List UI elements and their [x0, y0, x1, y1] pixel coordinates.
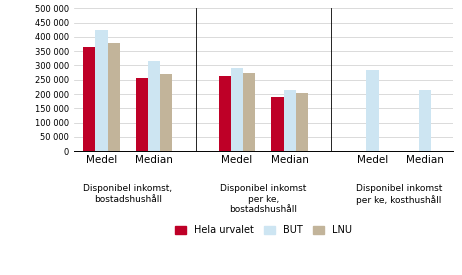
Bar	[83, 47, 96, 151]
Bar	[419, 90, 431, 151]
Bar	[284, 90, 296, 151]
Text: Disponibel inkomst
per ke, kosthushåll: Disponibel inkomst per ke, kosthushåll	[356, 184, 442, 205]
Bar	[96, 30, 108, 151]
Bar	[136, 78, 148, 151]
Bar	[296, 94, 308, 151]
Bar	[271, 97, 284, 151]
Bar	[148, 61, 160, 151]
Bar	[108, 43, 120, 151]
Legend: Hela urvalet, BUT, LNU: Hela urvalet, BUT, LNU	[175, 225, 352, 235]
Bar	[366, 70, 379, 151]
Text: Disponibel inkomst
per ke,
bostadshushåll: Disponibel inkomst per ke, bostadshushål…	[220, 184, 306, 214]
Bar	[231, 68, 243, 151]
Bar	[160, 74, 172, 151]
Bar	[243, 73, 255, 151]
Bar	[219, 76, 231, 151]
Text: Disponibel inkomst,
bostadshushåll: Disponibel inkomst, bostadshushåll	[83, 184, 172, 204]
